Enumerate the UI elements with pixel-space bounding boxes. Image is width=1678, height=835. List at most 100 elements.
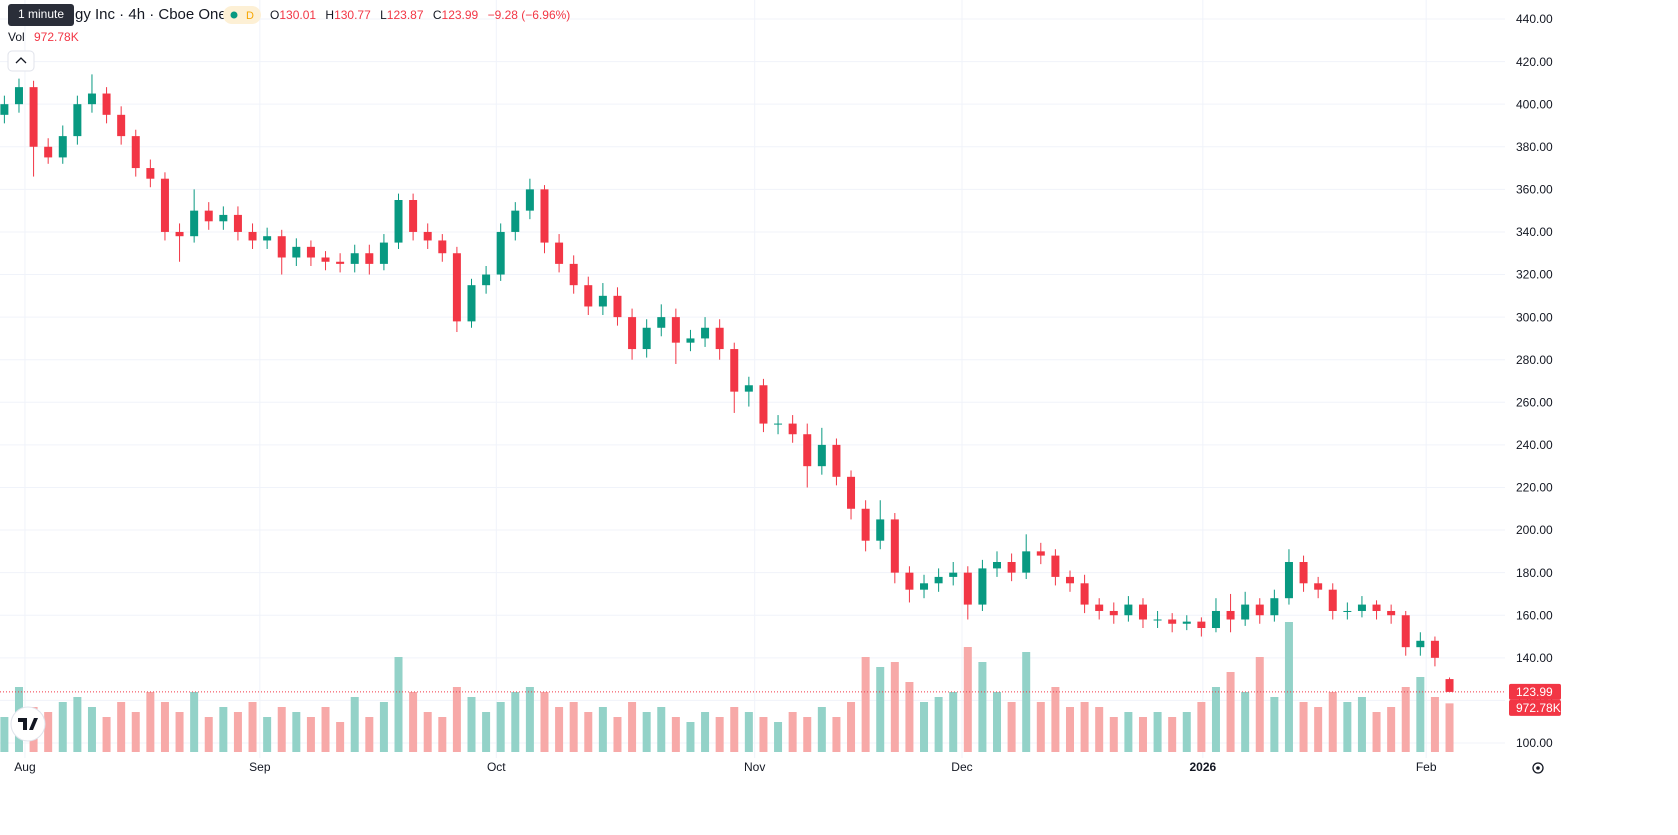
volume-bar [73, 697, 82, 752]
candle-body [715, 327, 724, 350]
volume-bar [1270, 697, 1279, 752]
y-tick-label: 280.00 [1516, 353, 1553, 367]
low-prefix: L [380, 8, 387, 22]
candle-body [263, 236, 272, 241]
volume-bar [292, 712, 301, 752]
candle-body [409, 200, 418, 232]
volume-bar [598, 707, 607, 752]
change-value: −9.28 (−6.96%) [488, 8, 571, 22]
candle-body [525, 189, 534, 211]
candle-body [671, 317, 680, 343]
candle-body [379, 242, 388, 264]
candle-body [642, 327, 651, 350]
x-tick-label: Dec [951, 760, 972, 774]
volume-bar [569, 702, 578, 752]
volume-bar [540, 692, 549, 752]
volume-bar [146, 692, 155, 752]
candle-body [1211, 610, 1220, 629]
volume-bar [452, 687, 461, 752]
candle-body [1255, 604, 1264, 616]
volume-bar [628, 702, 637, 752]
volume-bar [409, 692, 418, 752]
candle-body [920, 583, 929, 590]
candle-body [87, 93, 96, 105]
volume-bar [1255, 657, 1264, 752]
volume-bar [321, 707, 330, 752]
grid [0, 0, 1505, 758]
volume-bar [219, 707, 228, 752]
candle-body [73, 104, 82, 137]
candle-body [934, 576, 943, 584]
candle-body [628, 317, 637, 350]
volume-bar [1051, 687, 1060, 752]
candle-body [1284, 562, 1293, 599]
volume-bar [555, 707, 564, 752]
close-value: 123.99 [442, 8, 479, 22]
candle-body [657, 317, 666, 328]
volume-bar [978, 662, 987, 752]
y-tick-label: 200.00 [1516, 523, 1553, 537]
candle-body [861, 508, 870, 541]
volume-bar [248, 702, 257, 752]
volume-bar [1430, 697, 1439, 752]
last-volume-label: 972.78K [1516, 701, 1561, 715]
candle-body [686, 338, 695, 343]
volume-pane [0, 622, 1454, 752]
candle-body [1124, 604, 1133, 616]
tooltip-text: 1 minute [18, 7, 64, 21]
volume-bar [686, 722, 695, 752]
volume-bar [496, 702, 505, 752]
candle-body [365, 253, 374, 264]
x-tick-label: Feb [1416, 760, 1437, 774]
x-tick-label: Sep [249, 760, 271, 774]
candle-body [1051, 555, 1060, 577]
candle-body [1168, 619, 1177, 624]
candle-body [1153, 619, 1162, 621]
volume-bar [394, 657, 403, 752]
volume-bar [657, 707, 666, 752]
volume-bar [1226, 672, 1235, 752]
volume-bar [715, 717, 724, 752]
close-prefix: C [433, 8, 442, 22]
volume-bar [423, 712, 432, 752]
volume-bar [336, 722, 345, 752]
volume-bar [1109, 717, 1118, 752]
volume-bar [1182, 712, 1191, 752]
candle-body [963, 572, 972, 605]
settings-icon[interactable] [1532, 762, 1544, 774]
axes: 100.00120.00140.00160.00180.00200.00220.… [14, 12, 1561, 774]
collapse-button[interactable] [7, 50, 35, 72]
volume-bar [774, 722, 783, 752]
candle-body [1387, 610, 1396, 616]
y-tick-label: 220.00 [1516, 481, 1553, 495]
candle-body [496, 231, 505, 275]
y-tick-label: 180.00 [1516, 566, 1553, 580]
y-tick-label: 320.00 [1516, 268, 1553, 282]
interval-badge: D [246, 10, 254, 22]
volume-bar [87, 707, 96, 752]
logo-circle [10, 706, 46, 742]
volume-bar [1065, 707, 1074, 752]
candles [0, 74, 1505, 693]
logo-mark [18, 718, 38, 730]
high-prefix: H [325, 8, 334, 22]
volume-bar [160, 702, 169, 752]
volume-bar [350, 697, 359, 752]
candle-body [1080, 583, 1089, 605]
tooltip [8, 4, 74, 26]
volume-bar [1314, 707, 1323, 752]
y-tick-label: 440.00 [1516, 12, 1553, 26]
volume-bar [1080, 702, 1089, 752]
candle-body [832, 444, 841, 477]
y-tick-label: 400.00 [1516, 97, 1553, 111]
candle-body [701, 327, 710, 339]
volume-bar [920, 702, 929, 752]
volume-bar [1197, 702, 1206, 752]
y-tick-label: 380.00 [1516, 140, 1553, 154]
volume-bar [1343, 702, 1352, 752]
volume-bar [949, 692, 958, 752]
volume-bar [482, 712, 491, 752]
candle-body [598, 295, 607, 307]
candle-body [730, 349, 739, 392]
volume-bar [759, 717, 768, 752]
